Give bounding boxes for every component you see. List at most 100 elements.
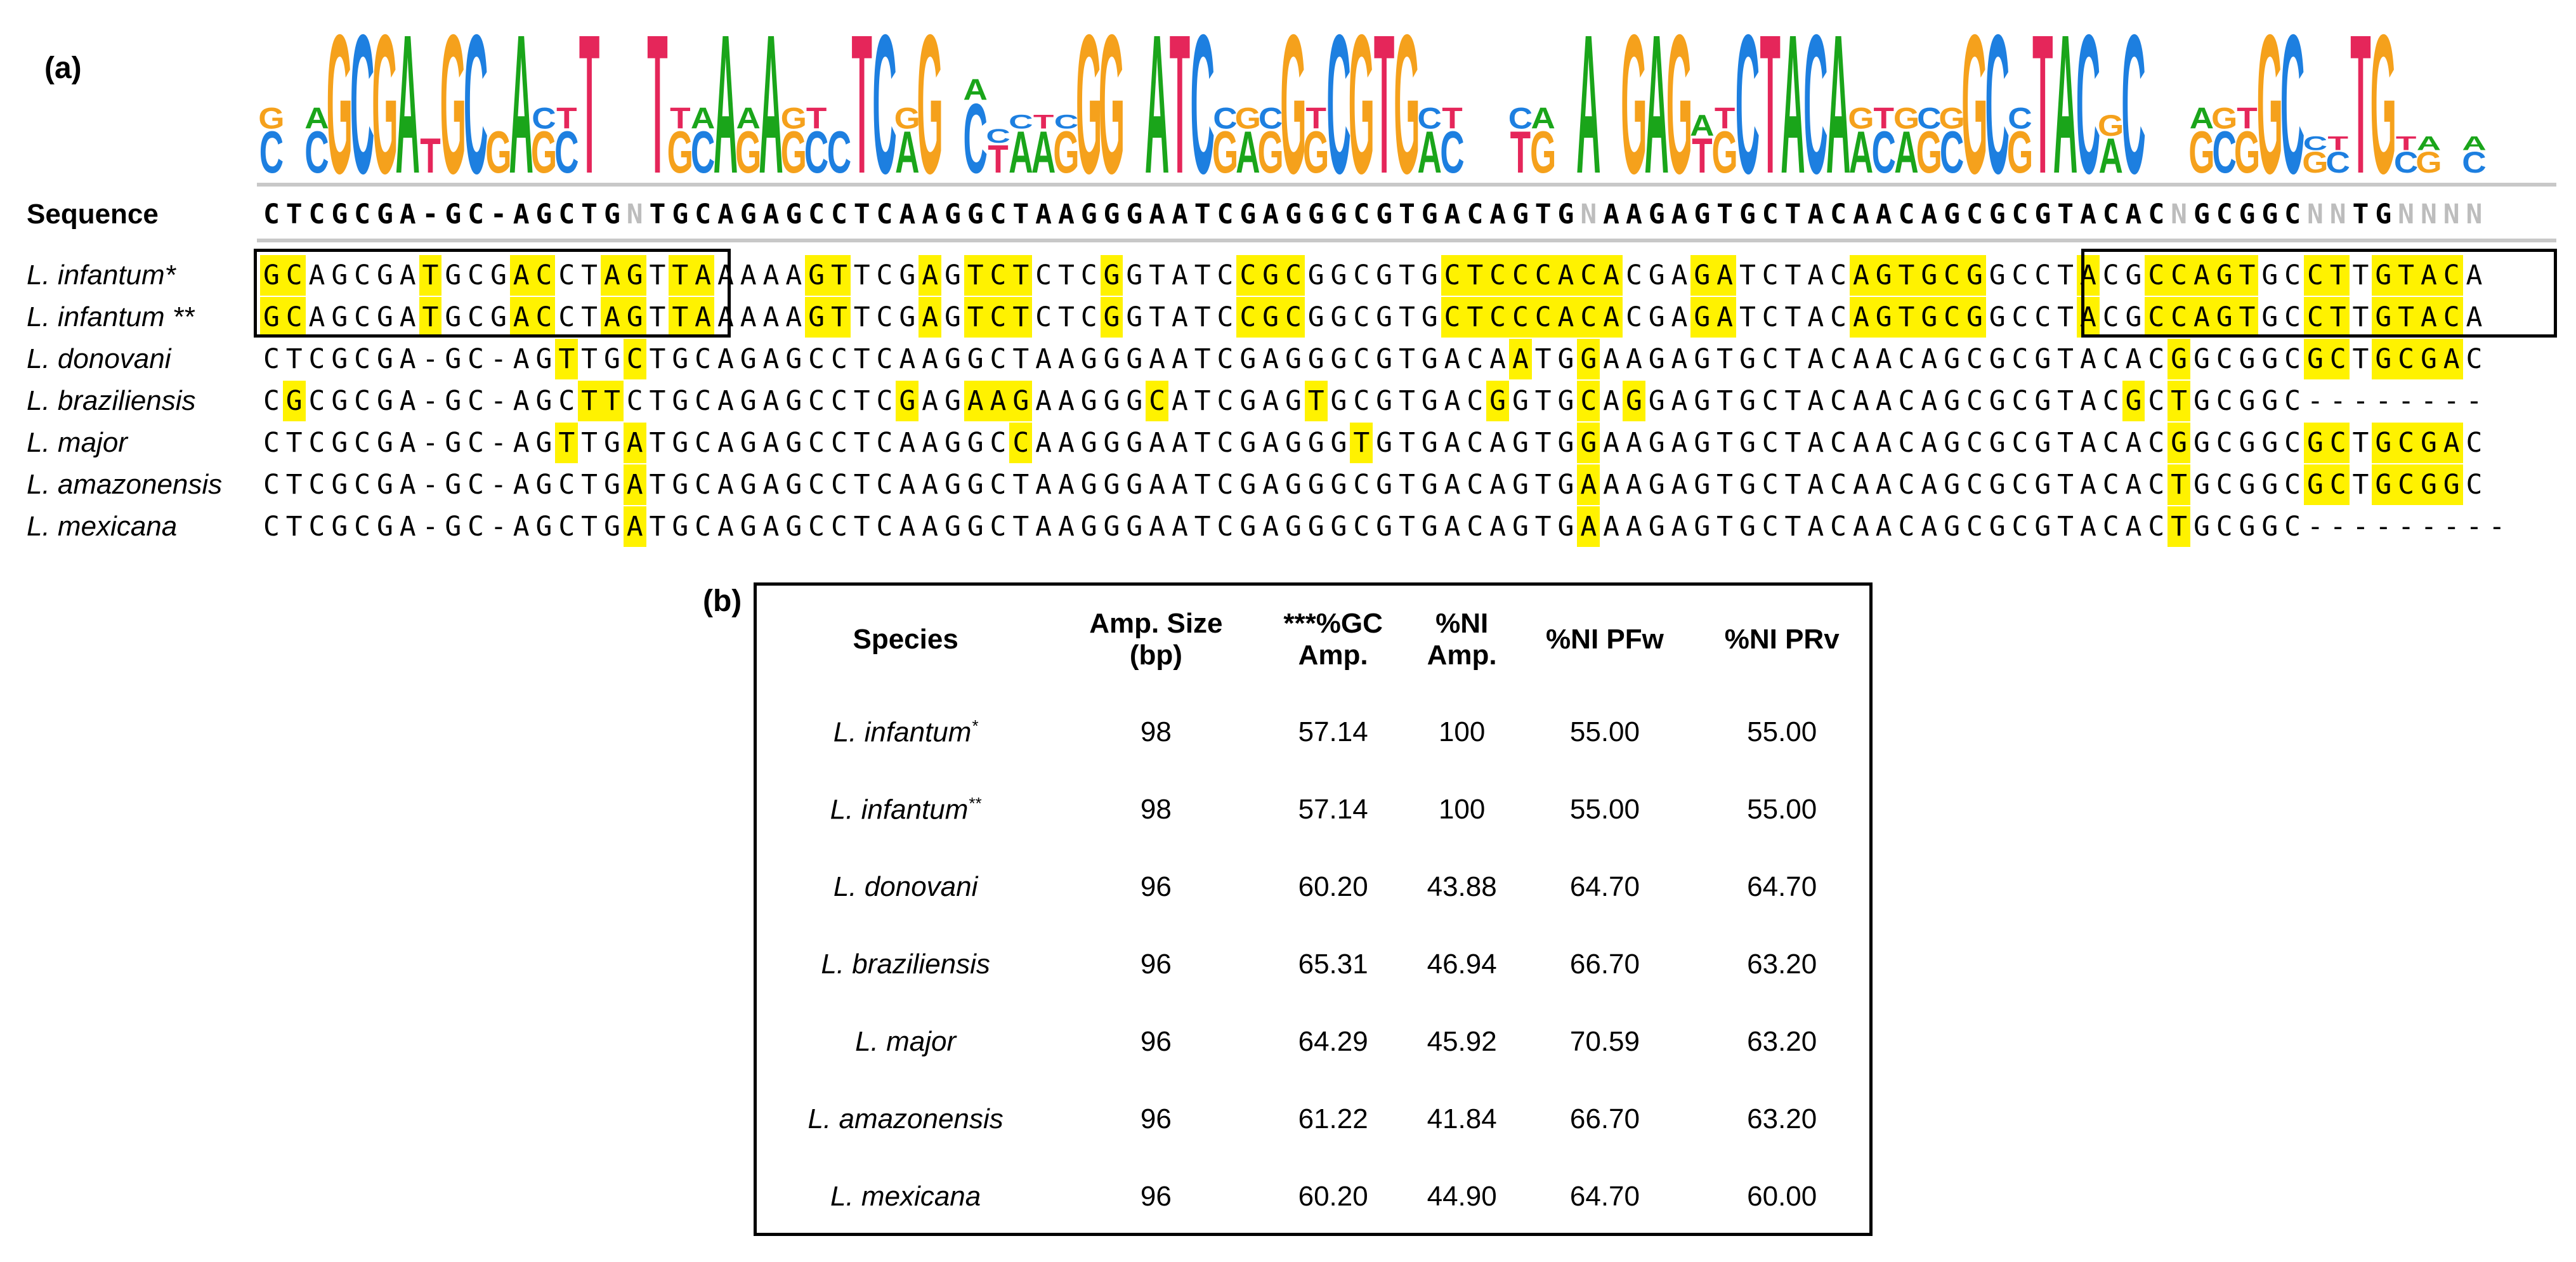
logo-letter-G: G [781, 102, 807, 135]
base: A [2466, 301, 2483, 333]
variant-base: A [2190, 255, 2213, 296]
base: A [1875, 385, 1892, 417]
consensus-base: G [1080, 199, 1097, 230]
base: C [354, 343, 371, 375]
base: G [672, 343, 689, 375]
variant-base: G [896, 381, 919, 421]
base: C [990, 469, 1007, 501]
value-cell: 43.88 [1427, 871, 1497, 902]
logo-letter-G: G [1848, 102, 1874, 135]
base: G [1694, 343, 1711, 375]
variant-base: G [2440, 464, 2463, 505]
base: A [717, 260, 734, 291]
base: A [762, 301, 780, 333]
base: G [1103, 385, 1120, 417]
logo-letter-G: G [917, 0, 943, 184]
column-header: %NI Amp. [1427, 608, 1497, 671]
logo-letter-G: G [1280, 0, 1306, 184]
base: G [2261, 385, 2279, 417]
variant-base: A [986, 381, 1010, 421]
variant-base: A [2440, 423, 2463, 463]
base: G [1330, 469, 1347, 501]
base: G [1557, 511, 1574, 542]
value-cell: 96 [1140, 1026, 1172, 1057]
variant-base: C [1282, 297, 1305, 338]
logo-letter-T: T [1305, 102, 1326, 135]
variant-base: T [2235, 297, 2259, 338]
base: G [2261, 301, 2279, 333]
consensus-base: A [399, 199, 416, 230]
consensus-base: G [2375, 199, 2392, 230]
base: G [1330, 260, 1347, 291]
variant-base: C [1940, 255, 1963, 296]
variant-base: A [1577, 506, 1600, 547]
base: G [944, 427, 961, 459]
base: T [1057, 301, 1075, 333]
logo-letter-C: C [964, 82, 988, 184]
base: A [922, 469, 939, 501]
variant-base: A [2190, 297, 2213, 338]
consensus-base: T [1398, 199, 1415, 230]
base: T [1194, 301, 1211, 333]
base: G [603, 343, 620, 375]
value-cell: 64.29 [1298, 1026, 1368, 1057]
base: A [899, 469, 916, 501]
base: G [2193, 511, 2210, 542]
variant-base: G [1623, 381, 1645, 421]
base: G [1944, 511, 1961, 542]
base: A [1603, 469, 1620, 501]
base: C [558, 511, 575, 542]
base: A [513, 469, 530, 501]
base: C [2102, 427, 2119, 459]
logo-letter-A: A [759, 0, 783, 184]
base: G [603, 511, 620, 542]
variant-base: C [1009, 423, 1033, 463]
variant-base: G [1690, 255, 1714, 296]
base: G [376, 385, 393, 417]
logo-letter-T: T [2396, 133, 2417, 154]
species-label: L. braziliensis [27, 385, 196, 416]
base: - [2466, 385, 2483, 417]
logo-letter-C: C [1191, 0, 1215, 184]
base: G [1126, 511, 1143, 542]
base: G [331, 301, 348, 333]
base: C [1625, 260, 1642, 291]
base: C [2284, 301, 2301, 333]
base: A [1875, 511, 1892, 542]
base: C [2466, 343, 2483, 375]
base: A [1489, 427, 1507, 459]
logo-letter-T: T [806, 102, 827, 135]
variant-base: C [1282, 255, 1305, 296]
base: G [944, 385, 961, 417]
logo-letter-G: G [2188, 119, 2214, 184]
logo-letter-G: G [1621, 0, 1647, 184]
variant-base: A [1713, 297, 1736, 338]
base: C [354, 427, 371, 459]
logo-letter-G: G [1711, 119, 1737, 184]
variant-base: T [2326, 297, 2350, 338]
base: A [899, 511, 916, 542]
variant-base: T [555, 339, 579, 379]
base: A [1603, 343, 1620, 375]
logo-letter-C: C [827, 119, 851, 184]
base: A [1671, 427, 1688, 459]
base: T [1534, 343, 1552, 375]
base: C [1966, 469, 1983, 501]
base: - [2306, 385, 2324, 417]
base: G [1694, 511, 1711, 542]
consensus-base: T [1194, 199, 1211, 230]
logo-letter-T: T [670, 102, 691, 135]
base: G [490, 301, 507, 333]
base: C [1217, 385, 1234, 417]
variant-base: C [2304, 255, 2327, 296]
consensus-base: A [2079, 199, 2096, 230]
consensus-base: A [1603, 199, 1620, 230]
variant-base: A [1554, 297, 1578, 338]
base: G [1944, 427, 1961, 459]
consensus-base: C [1830, 199, 1847, 230]
base: T [649, 301, 666, 333]
table-row: L. infantum** 98 57.14 100 55.00 55.00 [757, 771, 1869, 848]
logo-letter-G: G [2416, 146, 2442, 179]
table-row: L. amazonensis 96 61.22 41.84 66.70 63.20 [757, 1081, 1869, 1158]
consensus-separator [257, 239, 2556, 242]
